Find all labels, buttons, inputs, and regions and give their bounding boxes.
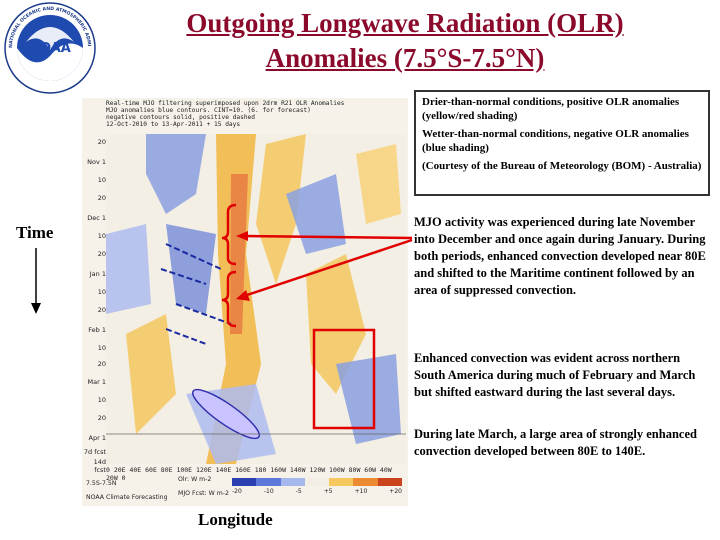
plot-header-line: Real-time MJO filtering superimposed upo… bbox=[106, 100, 345, 107]
y-tick: Apr 1 bbox=[88, 434, 106, 442]
page-title: Outgoing Longwave Radiation (OLR) Anomal… bbox=[100, 6, 710, 76]
title-line-2: Anomalies (7.5°S-7.5°N) bbox=[265, 43, 545, 73]
y-tick: 7d fcst bbox=[83, 448, 106, 456]
time-axis-label: Time bbox=[16, 223, 54, 242]
colorbar-tick: +5 bbox=[323, 488, 333, 495]
y-tick: 20 bbox=[97, 414, 106, 422]
y-tick: 20 bbox=[97, 194, 106, 202]
title-line-1: Outgoing Longwave Radiation (OLR) bbox=[186, 8, 624, 38]
paragraph-south-america: Enhanced convection was evident across n… bbox=[414, 351, 696, 399]
mjo-forecast-ellipse bbox=[191, 388, 261, 440]
paragraph-mjo-activity: MJO activity was experienced during late… bbox=[414, 215, 706, 297]
colorbar-tick: -20 bbox=[232, 488, 242, 495]
y-tick: Nov 1 bbox=[87, 158, 106, 166]
olr-units-label: Olr: W m-2 bbox=[178, 476, 212, 483]
colorbar-ticks: -20 -10 -5 +5 +10 +20 bbox=[232, 488, 402, 495]
lat-band-label: 7.5S-7.5N bbox=[86, 480, 117, 487]
y-tick: Mar 1 bbox=[87, 378, 106, 386]
mjo-contours bbox=[160, 243, 232, 345]
plot-header-line: MJO anomalies blue contours. CINT=10. (6… bbox=[106, 107, 311, 114]
y-tick: 20 bbox=[97, 360, 106, 368]
y-tick: 20 bbox=[97, 250, 106, 258]
legend-textbox: Drier-than-normal conditions, positive O… bbox=[414, 90, 710, 196]
anomaly-field bbox=[106, 134, 406, 464]
colorbar bbox=[232, 478, 402, 486]
y-tick: 10 bbox=[97, 232, 106, 240]
x-axis-ticks: 0 20E 40E 60E 80E 100E 120E 140E 160E 18… bbox=[106, 466, 392, 482]
colorbar-tick: +10 bbox=[354, 488, 368, 495]
noaa-logo: NOAA NATIONAL OCEANIC AND ATMOSPHERIC AD… bbox=[4, 2, 96, 94]
y-tick: 20 bbox=[97, 306, 106, 314]
y-tick: 14d fcst bbox=[93, 458, 106, 474]
y-tick: 10 bbox=[97, 396, 106, 404]
y-tick: Jan 1 bbox=[89, 270, 106, 278]
colorbar-tick: -10 bbox=[263, 488, 274, 495]
time-arrow-head bbox=[31, 303, 41, 314]
paragraph-late-march: During late March, a large area of stron… bbox=[414, 427, 697, 458]
legend-wet-text: Wetter-than-normal conditions, negative … bbox=[422, 128, 689, 154]
plot-header-line: 12-Oct-2010 to 13-Apr-2011 + 15 days bbox=[106, 121, 241, 128]
plot-credit: NOAA Climate Forecasting bbox=[86, 494, 168, 501]
plot-header: Real-time MJO filtering superimposed upo… bbox=[106, 100, 406, 128]
longitude-axis-label: Longitude bbox=[198, 510, 273, 529]
legend-credit-text: (Courtesy of the Bureau of Meteorology (… bbox=[422, 160, 702, 172]
colorbar-tick: +20 bbox=[389, 488, 402, 495]
y-tick: 10 bbox=[97, 344, 106, 352]
logo-text: NOAA bbox=[29, 41, 71, 56]
hovmoller-plot: Real-time MJO filtering superimposed upo… bbox=[82, 98, 408, 506]
y-tick: 10 bbox=[97, 176, 106, 184]
y-tick: Feb 1 bbox=[88, 326, 106, 334]
legend-dry-text: Drier-than-normal conditions, positive O… bbox=[422, 96, 680, 122]
y-tick: 20 bbox=[97, 138, 106, 146]
y-tick: Dec 1 bbox=[87, 214, 106, 222]
y-tick: 10 bbox=[97, 288, 106, 296]
colorbar-tick: -5 bbox=[295, 488, 302, 495]
plot-header-line: negative contours solid, positive dashed bbox=[106, 114, 256, 121]
mjo-units-label: MJO Fcst: W m-2 bbox=[178, 490, 229, 497]
